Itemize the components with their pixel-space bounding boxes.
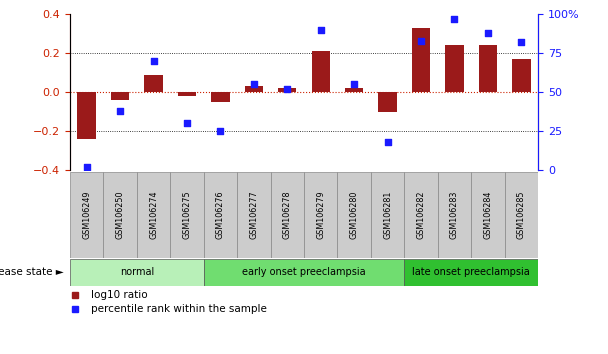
Text: GSM106283: GSM106283 bbox=[450, 191, 459, 239]
Text: GSM106276: GSM106276 bbox=[216, 191, 225, 239]
Bar bbox=[137, 172, 170, 258]
Bar bbox=[77, 92, 96, 139]
Bar bbox=[111, 92, 130, 100]
Point bbox=[316, 27, 326, 33]
Bar bbox=[70, 259, 204, 286]
Text: log10 ratio: log10 ratio bbox=[91, 290, 148, 299]
Text: early onset preeclampsia: early onset preeclampsia bbox=[242, 267, 366, 278]
Bar bbox=[204, 259, 404, 286]
Bar bbox=[404, 172, 438, 258]
Bar bbox=[371, 172, 404, 258]
Bar bbox=[512, 59, 531, 92]
Bar bbox=[471, 172, 505, 258]
Point bbox=[349, 81, 359, 87]
Text: percentile rank within the sample: percentile rank within the sample bbox=[91, 304, 267, 314]
Bar bbox=[438, 172, 471, 258]
Text: GSM106278: GSM106278 bbox=[283, 191, 292, 239]
Point bbox=[182, 120, 192, 126]
Point bbox=[148, 58, 158, 64]
Text: GSM106275: GSM106275 bbox=[182, 191, 192, 239]
Bar bbox=[337, 172, 371, 258]
Bar bbox=[412, 28, 430, 92]
Text: GSM106285: GSM106285 bbox=[517, 191, 526, 239]
Point bbox=[383, 139, 393, 145]
Text: disease state ►: disease state ► bbox=[0, 267, 64, 278]
Point bbox=[449, 16, 460, 22]
Bar bbox=[478, 45, 497, 92]
Text: GSM106274: GSM106274 bbox=[149, 191, 158, 239]
Text: GSM106281: GSM106281 bbox=[383, 191, 392, 239]
Point bbox=[249, 81, 259, 87]
Bar bbox=[237, 172, 271, 258]
Bar bbox=[311, 51, 330, 92]
Text: GSM106282: GSM106282 bbox=[416, 191, 426, 239]
Text: GSM106277: GSM106277 bbox=[249, 191, 258, 239]
Point bbox=[81, 164, 91, 170]
Bar bbox=[144, 75, 163, 92]
Bar bbox=[404, 259, 538, 286]
Bar bbox=[70, 172, 103, 258]
Bar bbox=[170, 172, 204, 258]
Bar bbox=[304, 172, 337, 258]
Text: GSM106249: GSM106249 bbox=[82, 191, 91, 239]
Bar bbox=[345, 88, 364, 92]
Bar bbox=[204, 172, 237, 258]
Text: GSM106250: GSM106250 bbox=[116, 191, 125, 239]
Bar bbox=[445, 45, 464, 92]
Bar bbox=[178, 92, 196, 96]
Point bbox=[483, 30, 493, 36]
Point bbox=[416, 38, 426, 44]
Text: GSM106280: GSM106280 bbox=[350, 191, 359, 239]
Point bbox=[115, 108, 125, 114]
Text: GSM106279: GSM106279 bbox=[316, 191, 325, 239]
Point bbox=[517, 39, 527, 45]
Point bbox=[282, 86, 292, 92]
Text: normal: normal bbox=[120, 267, 154, 278]
Text: GSM106284: GSM106284 bbox=[483, 191, 492, 239]
Bar bbox=[271, 172, 304, 258]
Bar bbox=[244, 86, 263, 92]
Bar bbox=[103, 172, 137, 258]
Bar bbox=[278, 88, 297, 92]
Text: late onset preeclampsia: late onset preeclampsia bbox=[412, 267, 530, 278]
Point bbox=[215, 128, 225, 134]
Bar bbox=[505, 172, 538, 258]
Bar bbox=[211, 92, 230, 102]
Bar bbox=[378, 92, 397, 112]
